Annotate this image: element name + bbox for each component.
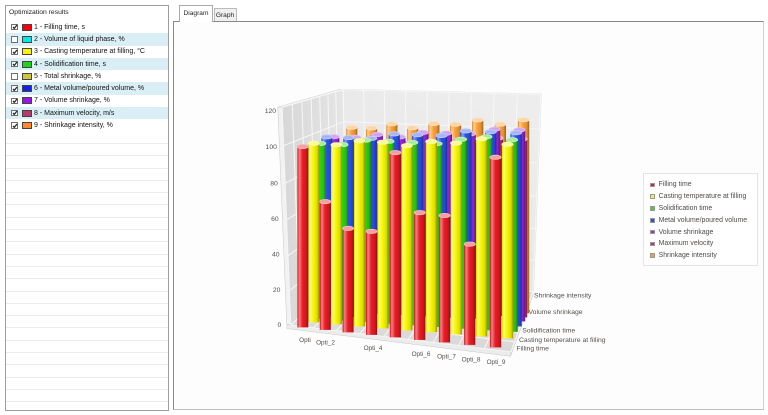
svg-text:120: 120 — [265, 108, 277, 115]
svg-text:Opti_6: Opti_6 — [412, 351, 431, 358]
svg-text:60: 60 — [271, 216, 279, 223]
svg-text:Casting temperature at filling: Casting temperature at filling — [519, 337, 606, 344]
svg-text:Volume shrinkage: Volume shrinkage — [529, 309, 583, 316]
svg-text:Opti: Opti — [299, 337, 311, 344]
svg-text:100: 100 — [266, 144, 278, 151]
svg-text:20: 20 — [273, 287, 281, 294]
svg-text:80: 80 — [270, 180, 278, 187]
svg-text:Opti_9: Opti_9 — [487, 359, 506, 366]
svg-text:0: 0 — [278, 322, 282, 329]
svg-text:Filling time: Filling time — [516, 345, 549, 352]
svg-text:Shrinkage intensity: Shrinkage intensity — [534, 292, 592, 299]
svg-text:40: 40 — [272, 252, 280, 259]
svg-text:Solidification time: Solidification time — [522, 327, 575, 334]
svg-text:Opti_8: Opti_8 — [462, 356, 481, 363]
svg-text:Opti_2: Opti_2 — [316, 340, 335, 347]
svg-text:Opti_7: Opti_7 — [437, 354, 456, 361]
svg-text:Opti_4: Opti_4 — [364, 345, 383, 352]
